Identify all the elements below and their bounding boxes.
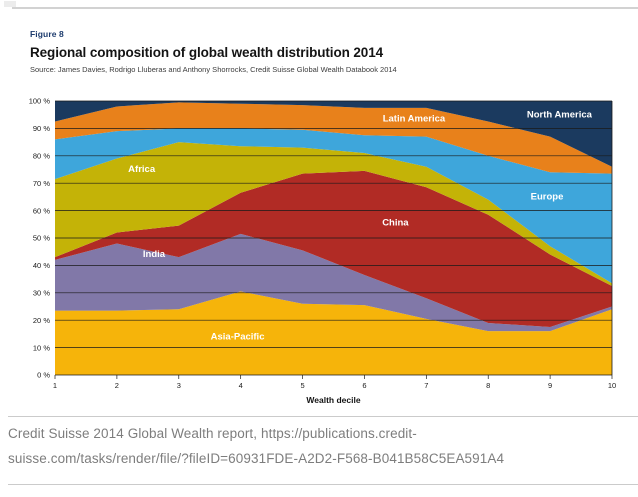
series-label-china: China <box>382 218 409 229</box>
y-tick-label: 40 % <box>33 261 50 270</box>
x-axis-title: Wealth decile <box>306 395 360 405</box>
chart-source: Source: James Davies, Rodrigo Lluberas a… <box>30 65 397 74</box>
area-asia-pacific <box>55 291 612 375</box>
series-label-india: India <box>143 249 166 260</box>
stacked-area-chart: 0 % 10 % 20 % 30 % 40 % 50 % 60 % 70 % 80 % 90 % 1… <box>29 97 616 405</box>
y-tick-label: 0 % <box>37 371 50 380</box>
x-tick-label: 9 <box>548 381 552 390</box>
y-tick-label: 90 % <box>33 124 50 133</box>
x-tick-label: 8 <box>486 381 490 390</box>
y-tick-label: 50 % <box>33 234 50 243</box>
caption-line-2: suisse.com/tasks/render/file/?fileID=609… <box>8 451 505 466</box>
series-label-africa: Africa <box>128 164 156 175</box>
x-tick-label: 1 <box>53 381 57 390</box>
y-tick-label: 30 % <box>33 289 50 298</box>
x-tick-label: 3 <box>177 381 181 390</box>
y-tick-label: 100 % <box>29 97 51 106</box>
area-india <box>55 233 612 332</box>
y-tick-label: 20 % <box>33 316 50 325</box>
area-latin-america <box>55 102 612 174</box>
top-divider <box>12 7 638 9</box>
x-tick-label: 4 <box>239 381 243 390</box>
x-tick-label: 2 <box>115 381 119 390</box>
chart-header: Figure 8 Regional composition of global … <box>30 29 610 74</box>
bottom-divider <box>8 484 638 485</box>
chart-title: Regional composition of global wealth di… <box>30 45 384 60</box>
x-tick-label: 6 <box>362 381 366 390</box>
y-tick-label: 80 % <box>33 152 50 161</box>
x-tick-label: 10 <box>608 381 616 390</box>
figure-label: Figure 8 <box>30 29 64 39</box>
series-label-latin-america: Latin America <box>383 114 446 125</box>
y-tick-label: 70 % <box>33 179 50 188</box>
area-china <box>55 170 612 328</box>
area-europe <box>55 128 612 284</box>
corner-artifact <box>4 1 16 7</box>
x-tick-label: 7 <box>424 381 428 390</box>
series-label-north-america: North America <box>527 109 593 120</box>
x-tick-label: 5 <box>300 381 304 390</box>
series-label-asia-pacific: Asia-Pacific <box>211 331 265 342</box>
area-north-america <box>55 101 612 167</box>
y-tick-label: 60 % <box>33 206 50 215</box>
series-label-europe: Europe <box>531 192 564 203</box>
y-tick-label: 10 % <box>33 343 50 352</box>
caption-line-1: Credit Suisse 2014 Global Wealth report,… <box>8 426 417 441</box>
report-caption: Credit Suisse 2014 Global Wealth report,… <box>8 421 628 471</box>
area-africa <box>55 142 612 286</box>
divider <box>8 416 638 417</box>
